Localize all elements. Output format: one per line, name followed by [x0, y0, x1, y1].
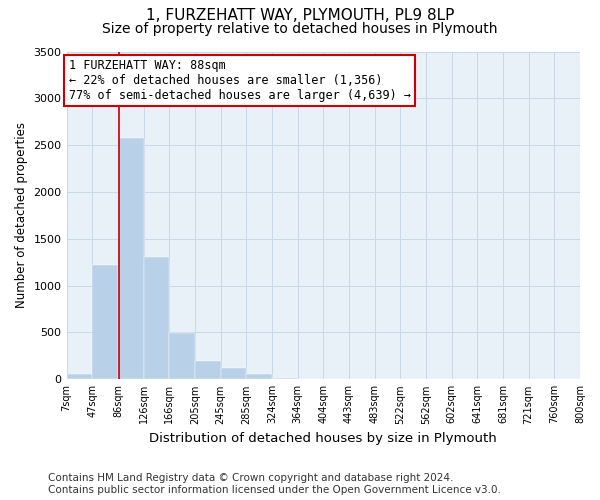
Bar: [143, 256, 169, 380]
Bar: [118, 138, 143, 380]
Bar: [67, 374, 92, 380]
Bar: [246, 374, 272, 380]
Y-axis label: Number of detached properties: Number of detached properties: [15, 122, 28, 308]
Bar: [221, 368, 246, 380]
Bar: [195, 361, 221, 380]
Text: Size of property relative to detached houses in Plymouth: Size of property relative to detached ho…: [102, 22, 498, 36]
Bar: [169, 334, 195, 380]
Bar: [92, 265, 118, 380]
Text: 1, FURZEHATT WAY, PLYMOUTH, PL9 8LP: 1, FURZEHATT WAY, PLYMOUTH, PL9 8LP: [146, 8, 454, 22]
Text: Contains HM Land Registry data © Crown copyright and database right 2024.
Contai: Contains HM Land Registry data © Crown c…: [48, 474, 501, 495]
Bar: [272, 378, 298, 380]
Text: 1 FURZEHATT WAY: 88sqm
← 22% of detached houses are smaller (1,356)
77% of semi-: 1 FURZEHATT WAY: 88sqm ← 22% of detached…: [68, 59, 410, 102]
X-axis label: Distribution of detached houses by size in Plymouth: Distribution of detached houses by size …: [149, 432, 497, 445]
